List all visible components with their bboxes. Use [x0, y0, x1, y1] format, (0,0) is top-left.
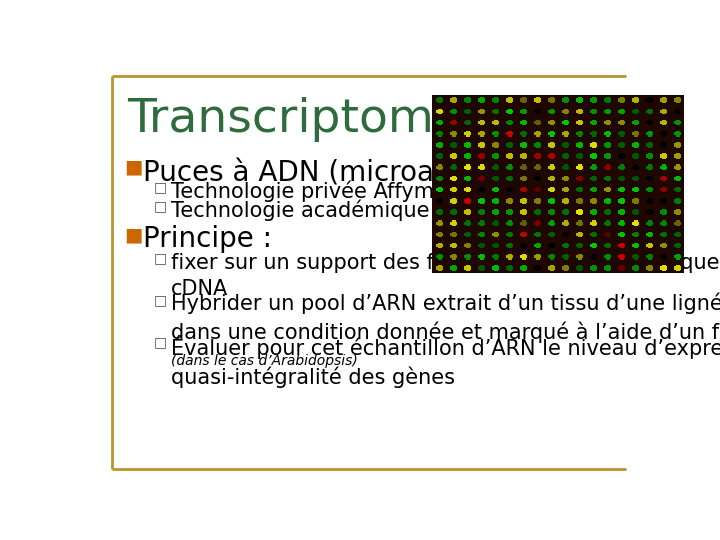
- Text: ■: ■: [124, 225, 143, 244]
- Text: □: □: [153, 251, 166, 265]
- Text: Technologie académique CATMA: Technologie académique CATMA: [171, 200, 508, 221]
- Text: ■: ■: [124, 157, 143, 176]
- Text: □: □: [153, 335, 166, 349]
- Text: □: □: [153, 293, 166, 307]
- Text: Évaluer pour cet échantillon d’ARN le niveau d’expression de la
quasi-intégralit: Évaluer pour cet échantillon d’ARN le ni…: [171, 335, 720, 388]
- Text: □: □: [153, 180, 166, 194]
- Text: fixer sur un support des fragments d’ADN spécifiques de chaque
cDNA: fixer sur un support des fragments d’ADN…: [171, 251, 720, 299]
- Text: Technologie privée Affymetrix: Technologie privée Affymetrix: [171, 180, 482, 202]
- Text: Puces à ADN (microarrays): Puces à ADN (microarrays): [143, 157, 515, 187]
- Text: (dans le cas d’Arabidopsis): (dans le cas d’Arabidopsis): [171, 354, 357, 368]
- Text: □: □: [153, 200, 166, 213]
- Text: Transcriptomique: Transcriptomique: [127, 97, 536, 142]
- Text: Principe :: Principe :: [143, 225, 271, 253]
- Text: Hybrider un pool d’ARN extrait d’un tissu d’une lignée donnée
dans une condition: Hybrider un pool d’ARN extrait d’un tiss…: [171, 293, 720, 343]
